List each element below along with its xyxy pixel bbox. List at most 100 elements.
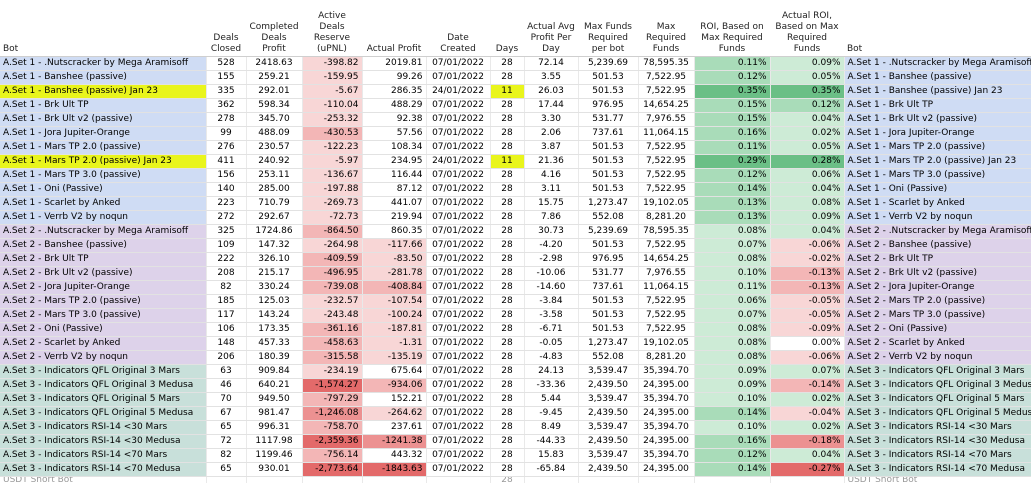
max-funds-per-bot-cell[interactable]: 501.53	[578, 182, 639, 197]
active-deals-reserve-cell[interactable]: -110.04	[302, 98, 363, 113]
bot-name-cell[interactable]: A.Set 2 - Brk Ult v2 (passive)	[0, 266, 207, 281]
bot-name-cell[interactable]: A.Set 1 - .Nutscracker by Mega Aramisoff	[0, 56, 207, 71]
completed-deals-profit-cell[interactable]: 292.01	[246, 84, 303, 99]
days-cell[interactable]: 28	[490, 266, 525, 281]
max-required-funds-cell[interactable]: 7,522.95	[638, 84, 695, 99]
actual-avg-profit-per-day-cell[interactable]: -3.58	[524, 308, 579, 323]
actual-roi-cell[interactable]: 0.28%	[770, 154, 845, 169]
completed-deals-profit-cell[interactable]: 230.57	[246, 140, 303, 155]
bot-name-cell[interactable]: A.Set 2 - Verrb V2 by noqun	[0, 350, 207, 365]
active-deals-reserve-cell[interactable]: -234.19	[302, 364, 363, 379]
date-created-cell[interactable]: 07/01/2022	[426, 308, 491, 323]
actual-roi-cell[interactable]: -0.06%	[770, 350, 845, 365]
actual-roi-cell[interactable]: 0.07%	[770, 364, 845, 379]
deals-closed-cell[interactable]: 362	[206, 98, 247, 113]
header-date-created[interactable]: Date Created	[426, 0, 490, 57]
header-roi[interactable]: ROI, Based on Max Required Funds	[694, 0, 770, 57]
actual-profit-cell[interactable]: 237.61	[362, 420, 427, 435]
table-row[interactable]: A.Set 1 - Banshee (passive) 155 259.21 -159…	[0, 70, 1031, 85]
actual-profit-cell[interactable]: 219.94	[362, 210, 427, 225]
table-row[interactable]: A.Set 2 - Brk Ult v2 (passive) 208 215.17-…	[0, 266, 1031, 281]
max-funds-per-bot-cell[interactable]: 501.53	[578, 84, 639, 99]
actual-avg-profit-per-day-cell[interactable]: 30.73	[524, 224, 579, 239]
completed-deals-profit-cell[interactable]: 710.79	[246, 196, 303, 211]
actual-profit-cell[interactable]: -1241.38	[362, 434, 427, 449]
roi-cell[interactable]: 0.07%	[694, 308, 771, 323]
bot-name-cell[interactable]: A.Set 3 - Indicators QFL Original 5 Mars	[0, 392, 207, 407]
days-cell[interactable]: 11	[490, 84, 525, 99]
max-funds-per-bot-cell[interactable]: 3,539.47	[578, 364, 639, 379]
active-deals-reserve-cell[interactable]: -269.73	[302, 196, 363, 211]
days-cell[interactable]: 11	[490, 154, 525, 169]
table-row[interactable]: A.Set 2 - Jora Jupiter-Orange 82 330.24 -73…	[0, 280, 1031, 295]
max-required-funds-cell[interactable]: 7,522.95	[638, 238, 695, 253]
bot-name-right-cell[interactable]: A.Set 3 - Indicators QFL Original 5 Mars	[844, 392, 1031, 407]
roi-cell[interactable]: 0.09%	[694, 364, 771, 379]
max-required-funds-cell[interactable]: 7,522.95	[638, 182, 695, 197]
completed-deals-profit-cell[interactable]: 1724.86	[246, 224, 303, 239]
roi-cell[interactable]: 0.12%	[694, 448, 771, 463]
actual-roi-cell[interactable]: 0.06%	[770, 168, 845, 183]
deals-closed-cell[interactable]: 155	[206, 70, 247, 85]
deals-closed-cell[interactable]: 65	[206, 420, 247, 435]
bot-name-cell[interactable]: A.Set 2 - Mars TP 2.0 (passive)	[0, 294, 207, 309]
header-bot[interactable]: Bot	[0, 0, 206, 57]
table-row[interactable]: A.Set 1 - Mars TP 3.0 (passive) 156 253.11…	[0, 168, 1031, 183]
deals-closed-cell[interactable]: 223	[206, 196, 247, 211]
completed-deals-profit-cell[interactable]: 2418.63	[246, 56, 303, 71]
bot-name-cell[interactable]: A.Set 1 - Brk Ult v2 (passive)	[0, 112, 207, 127]
completed-deals-profit-cell[interactable]: 173.35	[246, 322, 303, 337]
max-funds-per-bot-cell[interactable]: 531.77	[578, 112, 639, 127]
header-bot-right[interactable]: Bot	[844, 0, 1031, 57]
bot-name-right-cell[interactable]: A.Set 2 - Brk Ult v2 (passive)	[844, 266, 1031, 281]
bot-name-right-cell[interactable]: A.Set 1 - Banshee (passive) Jan 23	[844, 84, 1031, 99]
actual-avg-profit-per-day-cell[interactable]: 2.06	[524, 126, 579, 141]
roi-cell[interactable]: 0.07%	[694, 238, 771, 253]
active-deals-reserve-cell[interactable]: -253.32	[302, 112, 363, 127]
roi-cell[interactable]: 0.08%	[694, 336, 771, 351]
bot-name-cell[interactable]: A.Set 2 - Mars TP 3.0 (passive)	[0, 308, 207, 323]
actual-roi-cell[interactable]: 0.00%	[770, 336, 845, 351]
actual-profit-cell[interactable]: 99.26	[362, 70, 427, 85]
deals-closed-cell[interactable]: 82	[206, 448, 247, 463]
actual-avg-profit-per-day-cell[interactable]: -4.83	[524, 350, 579, 365]
bot-name-cell[interactable]: A.Set 1 - Jora Jupiter-Orange	[0, 126, 207, 141]
date-created-cell[interactable]: 07/01/2022	[426, 392, 491, 407]
max-funds-per-bot-cell[interactable]: 501.53	[578, 168, 639, 183]
date-created-cell[interactable]: 07/01/2022	[426, 406, 491, 421]
actual-avg-profit-per-day-cell[interactable]: 21.36	[524, 154, 579, 169]
date-created-cell[interactable]: 07/01/2022	[426, 98, 491, 113]
days-cell[interactable]: 28	[490, 70, 525, 85]
max-funds-per-bot-cell[interactable]: 3,539.47	[578, 420, 639, 435]
actual-roi-cell[interactable]: 0.02%	[770, 126, 845, 141]
max-funds-per-bot-cell[interactable]: 2,439.50	[578, 462, 639, 477]
actual-profit-cell[interactable]: 488.29	[362, 98, 427, 113]
table-row[interactable]: A.Set 3 - Indicators QFL Original 3 Mars…	[0, 364, 1031, 379]
actual-profit-cell[interactable]: -934.06	[362, 378, 427, 393]
table-row[interactable]: A.Set 3 - Indicators QFL Original 3 Medu…	[0, 378, 1031, 393]
date-created-cell[interactable]: 07/01/2022	[426, 434, 491, 449]
actual-profit-cell[interactable]: -83.50	[362, 252, 427, 267]
actual-profit-cell[interactable]: 116.44	[362, 168, 427, 183]
bot-name-right-cell[interactable]: A.Set 2 - Oni (Passive)	[844, 322, 1031, 337]
completed-deals-profit-cell[interactable]: 930.01	[246, 462, 303, 477]
roi-cell[interactable]: 0.29%	[694, 154, 771, 169]
completed-deals-profit-cell[interactable]: 330.24	[246, 280, 303, 295]
actual-avg-profit-per-day-cell[interactable]: 3.55	[524, 70, 579, 85]
max-funds-per-bot-cell[interactable]: 976.95	[578, 98, 639, 113]
date-created-cell[interactable]: 07/01/2022	[426, 238, 491, 253]
bot-name-cell[interactable]: A.Set 1 - Banshee (passive) Jan 23	[0, 84, 207, 99]
date-created-cell[interactable]: 07/01/2022	[426, 56, 491, 71]
days-cell[interactable]: 28	[490, 126, 525, 141]
days-cell[interactable]: 28	[490, 280, 525, 295]
actual-avg-profit-per-day-cell[interactable]: 5.44	[524, 392, 579, 407]
actual-avg-profit-per-day-cell[interactable]: -6.71	[524, 322, 579, 337]
table-row[interactable]: A.Set 2 - Oni (Passive) 106 173.35 -361.16-…	[0, 322, 1031, 337]
active-deals-reserve-cell[interactable]: -409.59	[302, 252, 363, 267]
bot-name-cell[interactable]: A.Set 1 - Mars TP 3.0 (passive)	[0, 168, 207, 183]
active-deals-reserve-cell[interactable]: -2,359.36	[302, 434, 363, 449]
date-created-cell[interactable]: 07/01/2022	[426, 70, 491, 85]
bot-name-right-cell[interactable]: A.Set 3 - Indicators QFL Original 3 Mars	[844, 364, 1031, 379]
actual-roi-cell[interactable]: 0.04%	[770, 224, 845, 239]
max-required-funds-cell[interactable]: 7,976.55	[638, 112, 695, 127]
